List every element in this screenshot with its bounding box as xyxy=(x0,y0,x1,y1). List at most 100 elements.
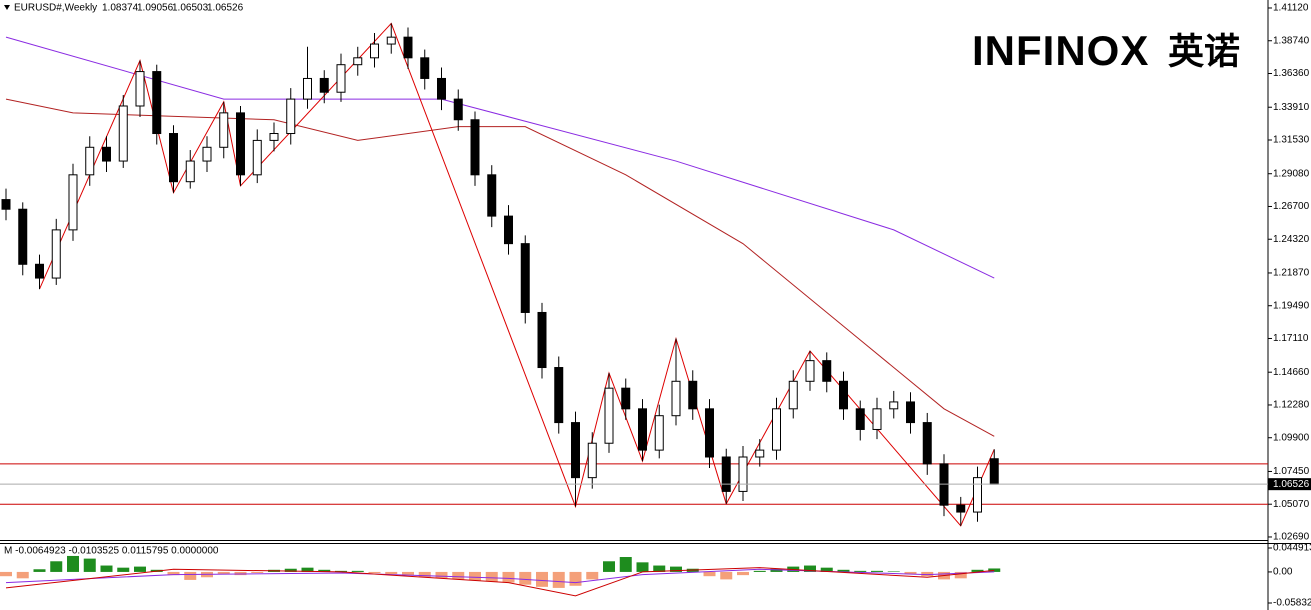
candle-body xyxy=(487,174,497,217)
histogram-bar xyxy=(653,565,666,572)
y-tick-label: -0.058328 xyxy=(1273,598,1311,609)
y-tick-label: 1.26700 xyxy=(1273,201,1310,212)
histogram-bar xyxy=(988,568,1001,572)
candle-body xyxy=(738,456,748,492)
candle-body xyxy=(152,71,162,135)
histogram-bar xyxy=(954,571,967,579)
candle-body xyxy=(286,98,296,135)
candle-body xyxy=(638,408,647,451)
histogram-bar xyxy=(33,569,46,572)
histogram-bar xyxy=(117,567,130,572)
ohlc-close: 1.06526 xyxy=(207,3,244,14)
candle-body xyxy=(805,360,815,382)
histogram-bar xyxy=(636,562,649,572)
y-tick-label: 1.38740 xyxy=(1273,35,1310,46)
histogram-bar xyxy=(971,569,984,572)
y-tick-label: 1.36360 xyxy=(1273,68,1310,79)
y-tick-label: 1.09900 xyxy=(1273,432,1310,443)
candle-body xyxy=(922,422,932,465)
candle-body xyxy=(1,199,11,210)
candle-body xyxy=(370,43,379,59)
histogram-bar xyxy=(670,566,682,572)
histogram-bar xyxy=(0,571,12,577)
candle-body xyxy=(252,139,262,176)
histogram-bar xyxy=(67,555,79,572)
histogram-bar xyxy=(619,557,632,572)
y-tick-label: 0.00 xyxy=(1273,567,1293,578)
candle-body xyxy=(219,112,229,148)
histogram-bar xyxy=(184,571,197,580)
candle-body xyxy=(202,146,212,162)
candle-body xyxy=(118,105,128,162)
histogram-bar xyxy=(385,571,398,575)
indicator-line xyxy=(5,36,995,279)
indicator-label: M -0.0064923 -0.0103525 0.0115795 0.0000… xyxy=(4,546,219,557)
y-tick-label: 0.044913 xyxy=(1273,543,1311,554)
candle-body xyxy=(973,477,982,513)
y-tick-label: 1.07450 xyxy=(1273,466,1310,477)
histogram-bar xyxy=(16,571,29,579)
current-price-label: 1.06526 xyxy=(1273,479,1310,490)
histogram-bar xyxy=(753,570,766,572)
candle-body xyxy=(654,415,664,451)
histogram-bar xyxy=(284,568,297,572)
histogram-bar xyxy=(502,571,515,583)
y-tick-label: 1.29080 xyxy=(1273,168,1310,179)
ohlc-low: 1.06503 xyxy=(172,3,209,14)
candle-body xyxy=(604,387,614,444)
y-tick-label: 1.24320 xyxy=(1273,234,1310,245)
chart-title: EURUSD#,Weekly xyxy=(14,3,97,14)
candle-body xyxy=(956,504,966,513)
candle-body xyxy=(554,367,564,424)
histogram-bar xyxy=(83,558,96,572)
histogram-bar xyxy=(720,571,733,580)
histogram-bar xyxy=(251,571,264,573)
histogram-bar xyxy=(703,571,716,577)
candle-body xyxy=(386,36,396,45)
candle-body xyxy=(889,401,899,410)
histogram-bar xyxy=(871,570,883,572)
candle-body xyxy=(537,311,547,369)
logo-cn: 英诺 xyxy=(1168,31,1240,72)
y-tick-label: 1.17110 xyxy=(1273,333,1309,344)
histogram-bar xyxy=(586,571,599,580)
y-tick-label: 1.33910 xyxy=(1273,102,1310,113)
candle-body xyxy=(236,112,245,176)
y-tick-label: 1.21870 xyxy=(1273,268,1310,279)
histogram-bar xyxy=(519,571,532,585)
histogram-bar xyxy=(167,571,180,576)
histogram-bar xyxy=(485,571,498,582)
candle-body xyxy=(437,77,446,100)
candle-body xyxy=(169,133,178,183)
candle-body xyxy=(520,243,530,313)
histogram-bar xyxy=(217,571,230,575)
candle-body xyxy=(855,408,865,430)
candle-body xyxy=(403,36,413,59)
ohlc-open: 1.08374 xyxy=(102,3,139,14)
histogram-bar xyxy=(402,571,414,576)
candle-body xyxy=(135,71,145,107)
y-tick-label: 1.41120 xyxy=(1273,3,1309,14)
candle-body xyxy=(319,77,329,93)
logo: INFINOX xyxy=(972,27,1149,74)
candle-body xyxy=(18,208,28,265)
candle-body xyxy=(269,133,279,141)
current-price-box xyxy=(1268,478,1311,491)
candle-body xyxy=(453,98,463,121)
candle-body xyxy=(185,160,195,183)
ohlc-high: 1.09056 xyxy=(137,3,174,14)
candle-body xyxy=(621,387,631,410)
candle-body xyxy=(839,380,848,410)
candle-body xyxy=(721,456,731,492)
histogram-bar xyxy=(837,569,850,572)
y-tick-label: 1.19490 xyxy=(1273,300,1310,311)
histogram-bar xyxy=(368,571,381,573)
candle-body xyxy=(51,229,61,279)
candle-body xyxy=(353,57,363,66)
y-tick-label: 1.12280 xyxy=(1273,400,1310,411)
menu-arrow[interactable] xyxy=(4,5,10,10)
candle-body xyxy=(688,380,698,410)
candle-body xyxy=(906,401,915,424)
candle-body xyxy=(587,442,597,479)
histogram-bar xyxy=(335,570,347,572)
